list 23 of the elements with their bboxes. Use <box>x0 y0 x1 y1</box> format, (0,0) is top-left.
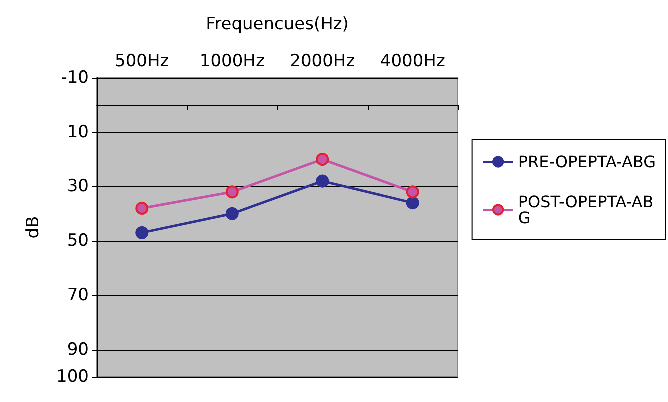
y-tick-label: 50 <box>67 231 89 252</box>
legend-label: POST-OPEPTA-ABG <box>518 192 654 228</box>
x-axis-title: Frequencues(Hz) <box>206 14 349 34</box>
legend-label: PRE-OPEPTA-ABG <box>518 152 656 172</box>
x-tick-label: 500Hz <box>115 52 170 72</box>
y-tick-label: 100 <box>56 367 89 387</box>
y-tick-label: -10 <box>61 68 89 88</box>
point <box>226 207 239 220</box>
y-tick-label: 70 <box>67 285 89 306</box>
point <box>316 153 330 166</box>
point <box>226 186 239 199</box>
point <box>136 226 149 240</box>
point <box>406 196 420 210</box>
point <box>316 174 330 188</box>
y-tick-label: 90 <box>67 340 89 360</box>
x-tick-label: 2000Hz <box>290 52 356 72</box>
point <box>406 186 420 199</box>
x-tick-label: 1000Hz <box>200 52 265 72</box>
x-tick-label: 4000Hz <box>380 52 446 72</box>
point <box>136 202 149 215</box>
y-axis-title: dB <box>24 216 44 239</box>
y-tick-label: 30 <box>67 176 89 197</box>
y-tick-label: 10 <box>67 122 89 142</box>
